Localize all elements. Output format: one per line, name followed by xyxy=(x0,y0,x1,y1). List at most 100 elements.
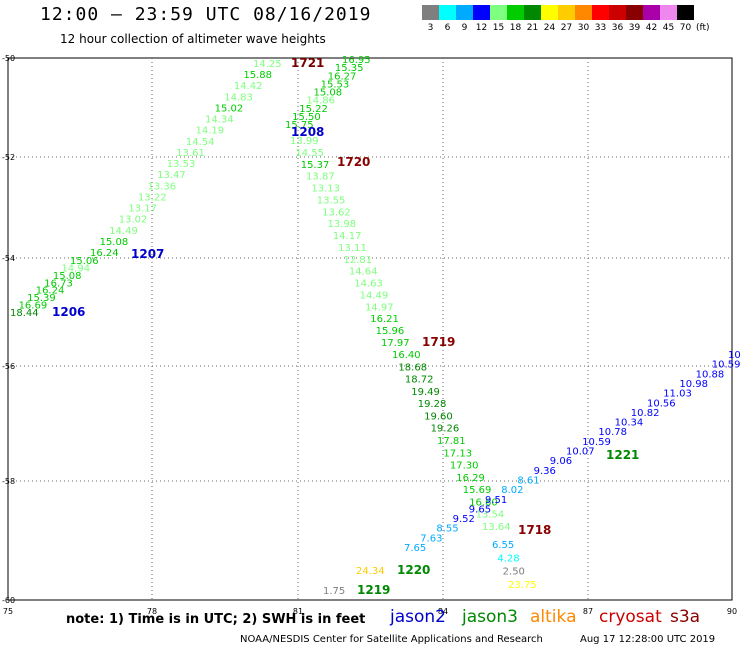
wave-height-value: 19.28 xyxy=(418,399,447,410)
legend-label: 6 xyxy=(444,23,451,33)
wave-height-value: 13.55 xyxy=(317,195,346,206)
wave-height-value: 13.64 xyxy=(482,522,511,533)
wave-height-value: 10.39 xyxy=(728,350,740,361)
wave-height-value: 14.49 xyxy=(109,226,138,237)
lat-tick-label: -50 xyxy=(2,54,15,63)
map-border xyxy=(7,57,733,601)
legend-swatch xyxy=(490,5,507,20)
wave-height-value: 13.99 xyxy=(290,136,319,147)
lon-tick-label: 84 xyxy=(438,607,448,616)
wave-height-value: 15.53 xyxy=(321,79,350,90)
legend-unit: (ft) xyxy=(696,23,710,33)
pass-time-label: 1721 xyxy=(291,56,324,70)
wave-height-value: 14.17 xyxy=(333,231,362,242)
wave-height-value: 10.59 xyxy=(712,360,740,371)
legend-label: 39 xyxy=(628,23,641,33)
lat-tick-label: -56 xyxy=(2,362,15,371)
wave-height-value: 15.88 xyxy=(243,70,272,81)
lon-tick-label: 90 xyxy=(727,607,737,616)
wave-height-value: 8.55 xyxy=(436,524,458,535)
wave-height-value: 13.13 xyxy=(311,184,340,195)
wave-height-value: 16.69 xyxy=(19,301,48,312)
satellite-legend-altika: altika xyxy=(530,607,577,627)
wave-height-value: 2.50 xyxy=(503,567,525,578)
wave-height-value: 7.63 xyxy=(420,533,442,544)
wave-height-value: 15.22 xyxy=(299,104,328,115)
wave-height-value: 10.88 xyxy=(696,369,725,380)
wave-height-value: 16.24 xyxy=(36,286,65,297)
wave-height-value: 14.54 xyxy=(186,137,215,148)
wave-height-value: 13.17 xyxy=(128,204,157,215)
legend-label: 42 xyxy=(645,23,658,33)
wave-height-value: 19.60 xyxy=(424,411,453,422)
footnote: note: 1) Time is in UTC; 2) SWH is in fe… xyxy=(66,612,366,627)
wave-height-value: 15.39 xyxy=(27,293,56,304)
wave-height-value: 15.50 xyxy=(292,112,321,123)
legend-label: 21 xyxy=(526,23,539,33)
pass-time-label: 1719 xyxy=(422,335,455,349)
wave-height-value: 13.47 xyxy=(157,170,186,181)
satellite-legend-jason2: jason2 xyxy=(390,607,446,627)
wave-height-value: 6.55 xyxy=(492,540,514,551)
wave-height-value: 16.29 xyxy=(456,473,485,484)
map-grid xyxy=(8,58,732,600)
wave-height-value: 18.44 xyxy=(10,308,39,319)
wave-height-value: 10.07 xyxy=(566,447,595,458)
wave-height-value: 14.63 xyxy=(354,279,383,290)
wave-height-value: 15.08 xyxy=(100,237,129,248)
wave-height-value: 13.22 xyxy=(138,192,167,203)
legend-label: 45 xyxy=(662,23,675,33)
legend-label: 27 xyxy=(560,23,573,33)
legend-label: 15 xyxy=(492,23,505,33)
legend-swatch xyxy=(660,5,677,20)
lon-tick-label: 75 xyxy=(3,607,13,616)
credit-line: NOAA/NESDIS Center for Satellite Applica… xyxy=(240,634,543,645)
wave-height-value: 1.75 xyxy=(323,586,345,597)
wave-height-value: 15.02 xyxy=(215,103,244,114)
wave-height-value: 11.03 xyxy=(663,389,692,400)
wave-height-value: 16.27 xyxy=(328,71,357,82)
wave-height-value: 14.42 xyxy=(234,81,263,92)
wave-height-value: 14.86 xyxy=(306,96,335,107)
lon-tick-label: 78 xyxy=(147,607,157,616)
satellite-legend-cryosat: cryosat xyxy=(599,607,662,627)
wave-height-value: 15.96 xyxy=(376,326,405,337)
legend-label: 18 xyxy=(509,23,522,33)
wave-height-value: 15.35 xyxy=(335,63,364,74)
map-frame xyxy=(7,57,733,601)
wave-height-value: 19.49 xyxy=(411,387,440,398)
wave-height-value: 15.75 xyxy=(285,120,314,131)
wave-height-value: 10.34 xyxy=(615,418,644,429)
legend-swatch xyxy=(643,5,660,20)
legend-swatch xyxy=(677,5,694,20)
wave-height-value: 14.25 xyxy=(253,59,282,70)
legend-swatch xyxy=(609,5,626,20)
legend-swatch xyxy=(558,5,575,20)
wave-height-value: 18.72 xyxy=(405,375,434,386)
wave-height-value: 10.98 xyxy=(679,379,708,390)
pass-time-label: 1720 xyxy=(337,155,370,169)
wave-height-value: 24.34 xyxy=(356,566,385,577)
wave-height-value: 13.87 xyxy=(306,172,335,183)
legend-label: 33 xyxy=(594,23,607,33)
page-subtitle: 12 hour collection of altimeter wave hei… xyxy=(60,32,326,46)
legend-swatch xyxy=(439,5,456,20)
wave-height-value: 14.97 xyxy=(365,302,394,313)
generated-timestamp: Aug 17 12:28:00 UTC 2019 xyxy=(580,634,716,645)
lon-tick-label: 81 xyxy=(293,607,303,616)
satellite-legend-jason3: jason3 xyxy=(462,607,518,627)
wave-height-value: 16.95 xyxy=(342,55,371,66)
wave-height-value: 17.30 xyxy=(450,461,479,472)
wave-height-value: 13.54 xyxy=(476,510,505,521)
wave-height-value: 9.36 xyxy=(534,466,556,477)
satellite-legend-s3a: s3a xyxy=(670,607,701,627)
wave-height-value: 7.65 xyxy=(404,543,426,554)
lat-tick-label: -54 xyxy=(2,254,15,263)
legend-label: 12 xyxy=(475,23,488,33)
wave-height-value: 23.75 xyxy=(508,580,537,591)
wave-height-value: 16.73 xyxy=(44,278,73,289)
pass-time-label: 1206 xyxy=(52,305,85,319)
wave-height-value: 12.81 xyxy=(344,255,373,266)
wave-height-value: 16.60 xyxy=(469,497,498,508)
